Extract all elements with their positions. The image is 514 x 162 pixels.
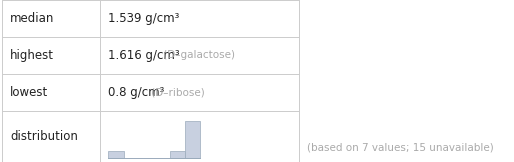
Text: distribution: distribution [10,130,78,143]
Bar [185,121,200,158]
Text: (based on 7 values; 15 unavailable): (based on 7 values; 15 unavailable) [307,142,494,152]
Text: 0.8 g/cm³: 0.8 g/cm³ [108,86,164,99]
Text: 1.539 g/cm³: 1.539 g/cm³ [108,12,179,25]
Text: highest: highest [10,49,54,62]
Bar [170,151,185,158]
Text: lowest: lowest [10,86,48,99]
Text: (D–galactose): (D–galactose) [160,51,235,60]
Text: (D–ribose): (D–ribose) [148,87,205,98]
Text: 1.616 g/cm³: 1.616 g/cm³ [108,49,180,62]
Bar [108,151,123,158]
Text: median: median [10,12,54,25]
